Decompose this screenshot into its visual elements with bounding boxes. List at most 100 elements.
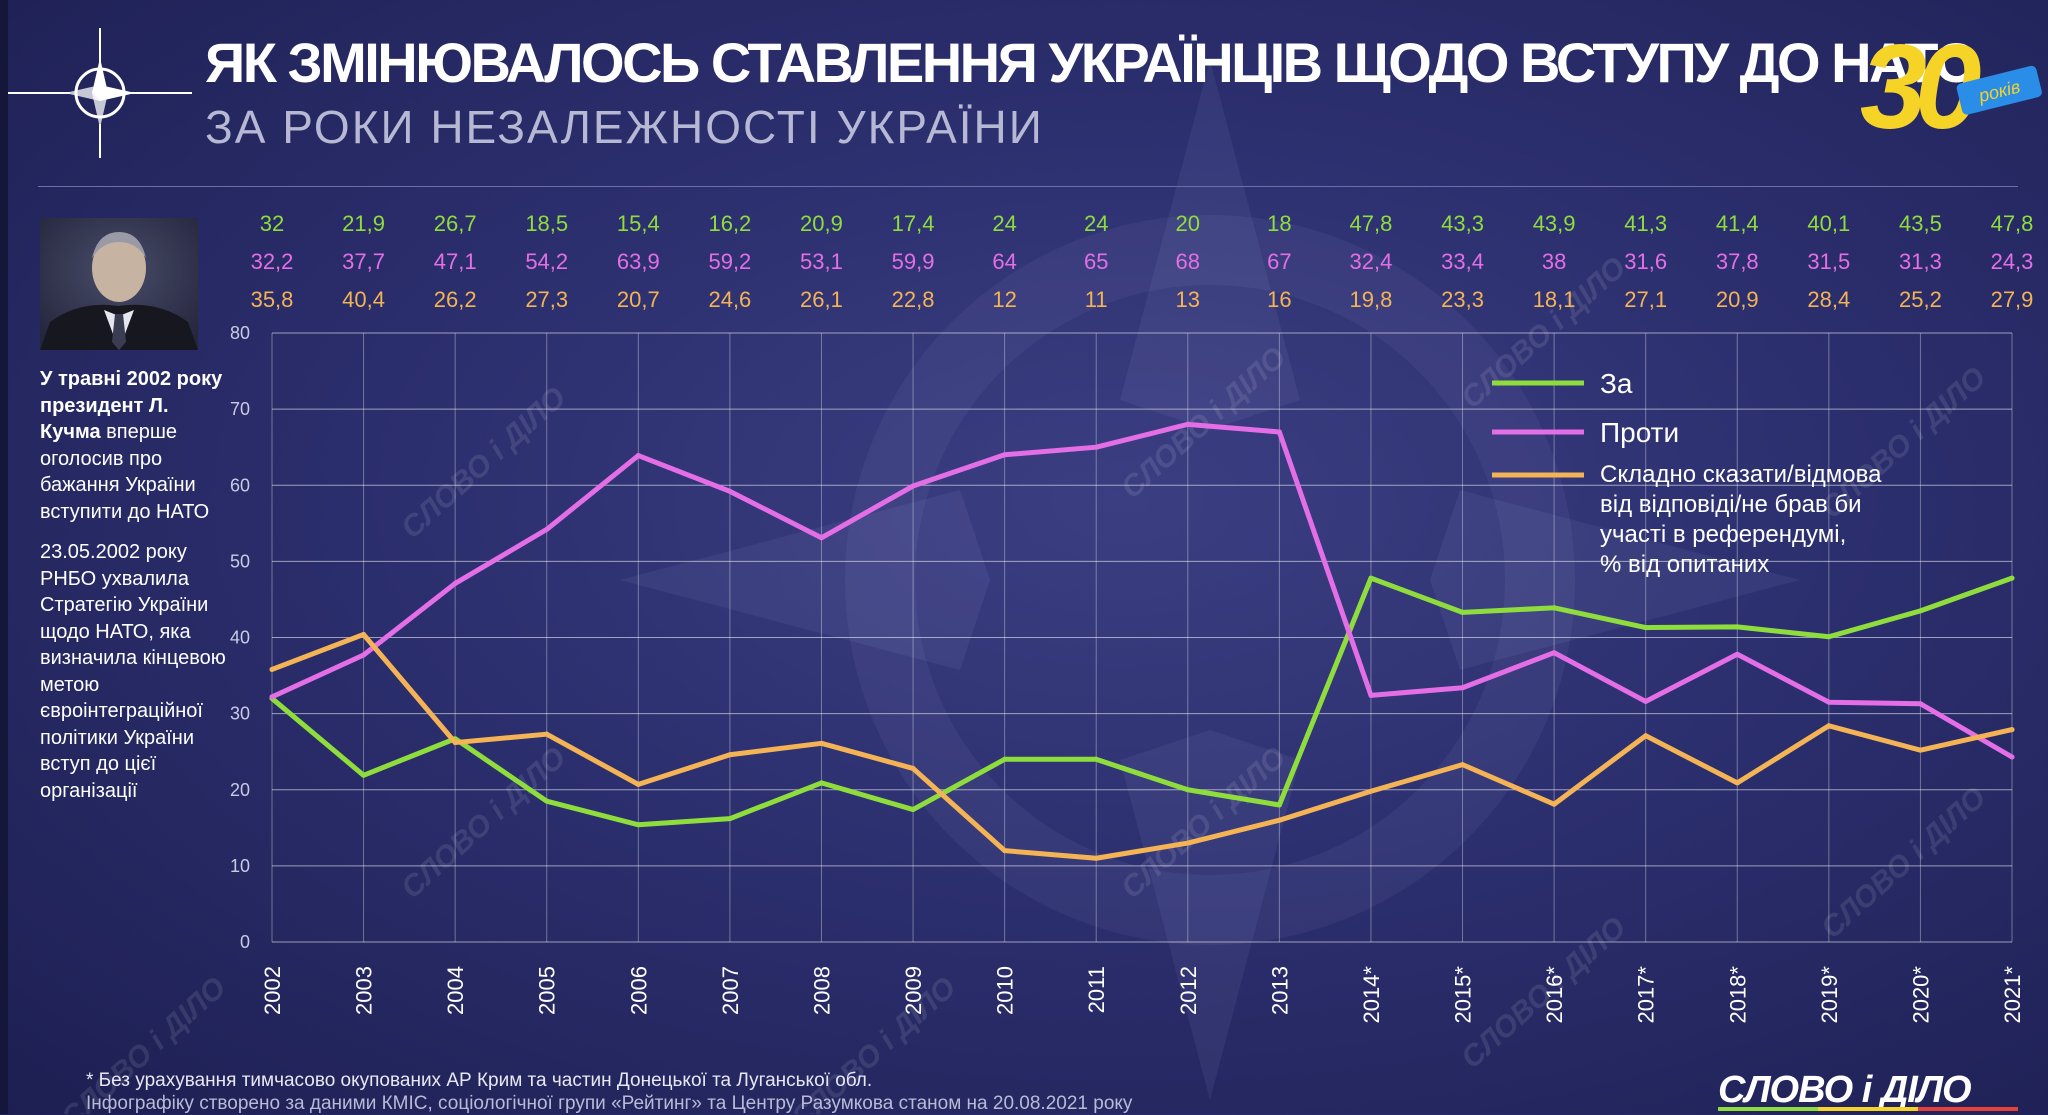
data-label-1: 32,4 [1350, 249, 1393, 274]
footnote: * Без урахування тимчасово окупованих АР… [86, 1070, 873, 1091]
x-tick-label: 2021* [2000, 966, 2025, 1024]
frame-edge [0, 0, 8, 1114]
series-point-0 [1276, 802, 1282, 808]
series-point-1 [452, 580, 458, 586]
series-point-2 [2009, 727, 2015, 733]
series-point-0 [1551, 605, 1557, 611]
series-point-1 [1002, 452, 1008, 458]
series-point-0 [1093, 756, 1099, 762]
data-label-1: 31,3 [1899, 249, 1942, 274]
x-tick-label: 2020* [1908, 966, 1933, 1024]
series-point-1 [544, 526, 550, 532]
series-point-1 [2009, 754, 2015, 760]
x-tick-label: 2015* [1451, 966, 1476, 1024]
series-point-0 [544, 798, 550, 804]
source-note: Інфографіку створено за даними КМІС, соц… [86, 1093, 1133, 1114]
data-label-2: 16 [1267, 287, 1291, 312]
data-label-0: 24 [992, 211, 1016, 236]
data-label-0: 20,9 [800, 211, 843, 236]
data-label-0: 43,9 [1533, 211, 1576, 236]
series-point-0 [1734, 624, 1740, 630]
data-label-1: 63,9 [617, 249, 660, 274]
series-point-0 [1826, 634, 1832, 640]
series-point-0 [2009, 575, 2015, 581]
series-point-1 [1093, 444, 1099, 450]
series-point-0 [1002, 756, 1008, 762]
brand-logo: СЛОВО і ДІЛО [1718, 1069, 2018, 1111]
series-line-0 [269, 575, 2015, 828]
series-point-1 [1826, 699, 1832, 705]
data-label-2: 24,6 [708, 287, 751, 312]
series-point-1 [1551, 650, 1557, 656]
series-point-2 [635, 781, 641, 787]
series-point-1 [727, 488, 733, 494]
data-label-0: 20 [1176, 211, 1200, 236]
series-point-1 [1917, 701, 1923, 707]
x-tick-label: 2008 [809, 966, 834, 1015]
data-label-2: 18,1 [1533, 287, 1576, 312]
data-label-0: 43,5 [1899, 211, 1942, 236]
series-point-2 [818, 740, 824, 746]
series-point-1 [1734, 651, 1740, 657]
legend-label-unsure-4: % від опитаних [1600, 551, 1769, 578]
data-label-0: 18,5 [525, 211, 568, 236]
legend-label-against: Проти [1600, 417, 1679, 448]
x-tick-label: 2014* [1359, 966, 1384, 1024]
x-tick-label: 2003 [352, 966, 377, 1015]
data-label-2: 26,2 [434, 287, 477, 312]
y-tick-label: 50 [230, 551, 250, 571]
data-label-2: 28,4 [1807, 287, 1850, 312]
data-label-1: 64 [992, 249, 1016, 274]
y-tick-label: 80 [230, 323, 250, 343]
data-label-1: 24,3 [1991, 249, 2034, 274]
x-tick-label: 2011 [1084, 966, 1109, 1013]
series-point-1 [1368, 692, 1374, 698]
data-label-1: 37,7 [342, 249, 385, 274]
series-point-2 [269, 666, 275, 672]
series-point-2 [361, 631, 367, 637]
data-label-1: 38 [1542, 249, 1566, 274]
series-point-2 [1826, 723, 1832, 729]
context-note-lead: У травні 2002 року президент Л. Кучма [40, 368, 223, 443]
series-point-0 [1368, 575, 1374, 581]
y-tick-label: 0 [240, 932, 250, 952]
series-point-1 [1460, 685, 1466, 691]
data-label-1: 59,2 [708, 249, 751, 274]
series-point-2 [1917, 747, 1923, 753]
page-subtitle: ЗА РОКИ НЕЗАЛЕЖНОСТІ УКРАЇНИ [205, 101, 1044, 153]
data-label-1: 68 [1176, 249, 1200, 274]
y-axis-ticks: 0 10 20 30 40 50 60 70 80 [230, 323, 250, 952]
series-lines [269, 421, 2015, 861]
series-point-2 [452, 740, 458, 746]
x-tick-label: 2018* [1725, 966, 1750, 1024]
y-tick-label: 60 [230, 475, 250, 495]
legend-label-unsure-3: участі в референдумі, [1600, 521, 1846, 548]
data-label-1: 32,2 [251, 249, 294, 274]
data-label-0: 47,8 [1991, 211, 2034, 236]
data-label-1: 59,9 [892, 249, 935, 274]
data-label-0: 43,3 [1441, 211, 1484, 236]
data-label-2: 13 [1176, 287, 1200, 312]
data-label-2: 27,1 [1624, 287, 1667, 312]
data-label-1: 67 [1267, 249, 1291, 274]
series-point-2 [1002, 848, 1008, 854]
data-label-0: 18 [1267, 211, 1291, 236]
series-point-2 [1643, 733, 1649, 739]
x-axis-ticks: 2002 2003 2004 2005 2006 2007 2008 2009 2010 2011… [260, 966, 2025, 1024]
y-tick-label: 30 [230, 704, 250, 724]
series-point-1 [361, 652, 367, 658]
data-label-2: 12 [992, 287, 1016, 312]
data-label-0: 41,4 [1716, 211, 1759, 236]
x-tick-label: 2016* [1542, 966, 1567, 1024]
data-label-0: 24 [1084, 211, 1108, 236]
series-point-0 [818, 780, 824, 786]
data-label-1: 33,4 [1441, 249, 1484, 274]
series-point-1 [910, 483, 916, 489]
data-label-2: 20,9 [1716, 287, 1759, 312]
data-label-1: 31,6 [1624, 249, 1667, 274]
series-point-2 [1460, 762, 1466, 768]
data-label-0: 47,8 [1350, 211, 1393, 236]
data-label-1: 53,1 [800, 249, 843, 274]
series-point-1 [635, 453, 641, 459]
